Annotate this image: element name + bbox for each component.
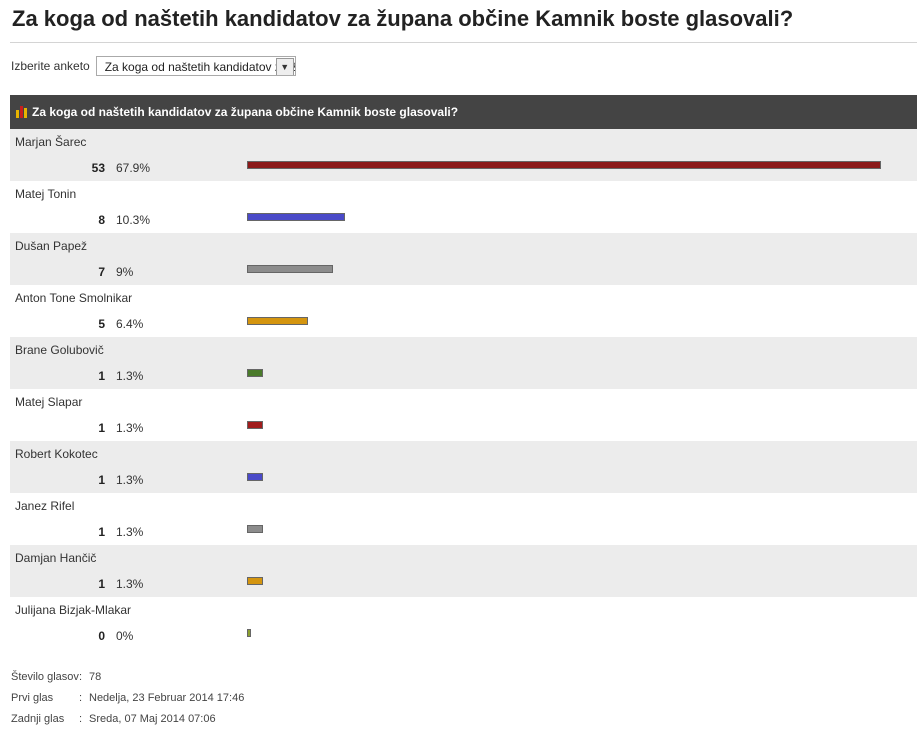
chevron-down-icon[interactable]: ▼ bbox=[275, 58, 294, 75]
option-name: Janez Rifel bbox=[15, 499, 75, 513]
option-bar-track bbox=[247, 317, 887, 325]
option-bar bbox=[247, 629, 251, 637]
option-bar bbox=[247, 369, 263, 377]
option-bar-track bbox=[247, 473, 887, 481]
option-percent: 1.3% bbox=[116, 577, 144, 591]
stat-first-label: Prvi glas bbox=[11, 692, 54, 704]
option-bar-track bbox=[247, 629, 887, 637]
option-name: Brane Golubovič bbox=[15, 343, 104, 357]
poll-option-row: Marjan Šarec 53 67.9% bbox=[10, 129, 917, 181]
poll-options: Marjan Šarec 53 67.9% Matej Tonin 8 10.3% Duša… bbox=[10, 129, 917, 649]
stat-last-label: Zadnji glas bbox=[11, 713, 65, 725]
option-percent: 6.4% bbox=[116, 317, 144, 331]
option-percent: 9% bbox=[116, 265, 134, 279]
option-percent: 67.9% bbox=[116, 161, 151, 175]
option-name: Julijana Bizjak-Mlakar bbox=[15, 603, 132, 617]
option-bar-track bbox=[247, 369, 887, 377]
poll-header: Za koga od naštetih kandidatov za župana… bbox=[10, 95, 917, 129]
stat-last: Zadnji glas : Sreda, 07 Maj 2014 07:06 bbox=[11, 712, 917, 733]
option-bar-track bbox=[247, 577, 887, 585]
poll-option-row: Brane Golubovič 1 1.3% bbox=[10, 337, 917, 389]
option-bar bbox=[247, 525, 263, 533]
stat-last-value: Sreda, 07 Maj 2014 07:06 bbox=[89, 713, 216, 725]
option-bar bbox=[247, 265, 333, 273]
poll-option-row: Janez Rifel 1 1.3% bbox=[10, 493, 917, 545]
option-percent: 0% bbox=[116, 629, 134, 643]
option-votes: 5 bbox=[98, 317, 105, 331]
poll-stats: Število glasov : 78 Prvi glas : Nedelja,… bbox=[11, 670, 917, 733]
option-bar bbox=[247, 421, 263, 429]
poll-selector-label: Izberite anketo bbox=[11, 59, 90, 73]
poll-select-value: Za koga od naštetih kandidatov za župana… bbox=[104, 60, 295, 74]
option-votes: 1 bbox=[98, 473, 105, 487]
option-bar bbox=[247, 577, 263, 585]
option-percent: 1.3% bbox=[116, 369, 144, 383]
stat-total: Število glasov : 78 bbox=[11, 670, 917, 691]
option-votes: 53 bbox=[91, 161, 105, 175]
poll-option-row: Anton Tone Smolnikar 5 6.4% bbox=[10, 285, 917, 337]
option-votes: 0 bbox=[98, 629, 105, 643]
option-votes: 1 bbox=[98, 369, 105, 383]
stat-total-label: Število glasov bbox=[11, 671, 79, 683]
poll-option-row: Matej Slapar 1 1.3% bbox=[10, 389, 917, 441]
option-bar-track bbox=[247, 421, 887, 429]
poll-option-row: Damjan Hančič 1 1.3% bbox=[10, 545, 917, 597]
poll-selector-row: Izberite anketo Za koga od naštetih kand… bbox=[0, 43, 917, 76]
option-bar-track bbox=[247, 213, 887, 221]
stat-first: Prvi glas : Nedelja, 23 Februar 2014 17:… bbox=[11, 691, 917, 712]
option-name: Dušan Papež bbox=[15, 239, 88, 253]
stat-first-value: Nedelja, 23 Februar 2014 17:46 bbox=[89, 692, 245, 704]
title-divider bbox=[10, 42, 917, 43]
option-name: Marjan Šarec bbox=[15, 135, 87, 149]
poll-question: Za koga od naštetih kandidatov za župana… bbox=[32, 105, 459, 119]
option-name: Robert Kokotec bbox=[15, 447, 98, 461]
option-percent: 1.3% bbox=[116, 421, 144, 435]
option-bar-track bbox=[247, 265, 887, 273]
poll-option-row: Dušan Papež 7 9% bbox=[10, 233, 917, 285]
option-bar bbox=[247, 213, 345, 221]
option-name: Damjan Hančič bbox=[15, 551, 97, 565]
option-votes: 7 bbox=[98, 265, 105, 279]
option-name: Matej Tonin bbox=[15, 187, 77, 201]
poll-option-row: Matej Tonin 8 10.3% bbox=[10, 181, 917, 233]
poll-select[interactable]: Za koga od naštetih kandidatov za župana… bbox=[95, 56, 296, 76]
option-percent: 1.3% bbox=[116, 473, 144, 487]
option-votes: 1 bbox=[98, 421, 105, 435]
poll-option-row: Julijana Bizjak-Mlakar 0 0% bbox=[10, 597, 917, 649]
option-percent: 1.3% bbox=[116, 525, 144, 539]
bar-chart-icon bbox=[16, 106, 27, 118]
option-name: Matej Slapar bbox=[15, 395, 83, 409]
poll-option-row: Robert Kokotec 1 1.3% bbox=[10, 441, 917, 493]
page-title: Za koga od naštetih kandidatov za župana… bbox=[12, 6, 794, 31]
option-bar-track bbox=[247, 525, 887, 533]
option-bar-track bbox=[247, 161, 887, 169]
poll-results: Za koga od naštetih kandidatov za župana… bbox=[10, 95, 917, 649]
option-percent: 10.3% bbox=[116, 213, 151, 227]
option-bar bbox=[247, 161, 881, 169]
option-bar bbox=[247, 473, 263, 481]
option-votes: 1 bbox=[98, 577, 105, 591]
option-name: Anton Tone Smolnikar bbox=[15, 291, 133, 305]
option-votes: 8 bbox=[98, 213, 105, 227]
option-bar bbox=[247, 317, 308, 325]
stat-total-value: 78 bbox=[89, 671, 102, 683]
option-votes: 1 bbox=[98, 525, 105, 539]
